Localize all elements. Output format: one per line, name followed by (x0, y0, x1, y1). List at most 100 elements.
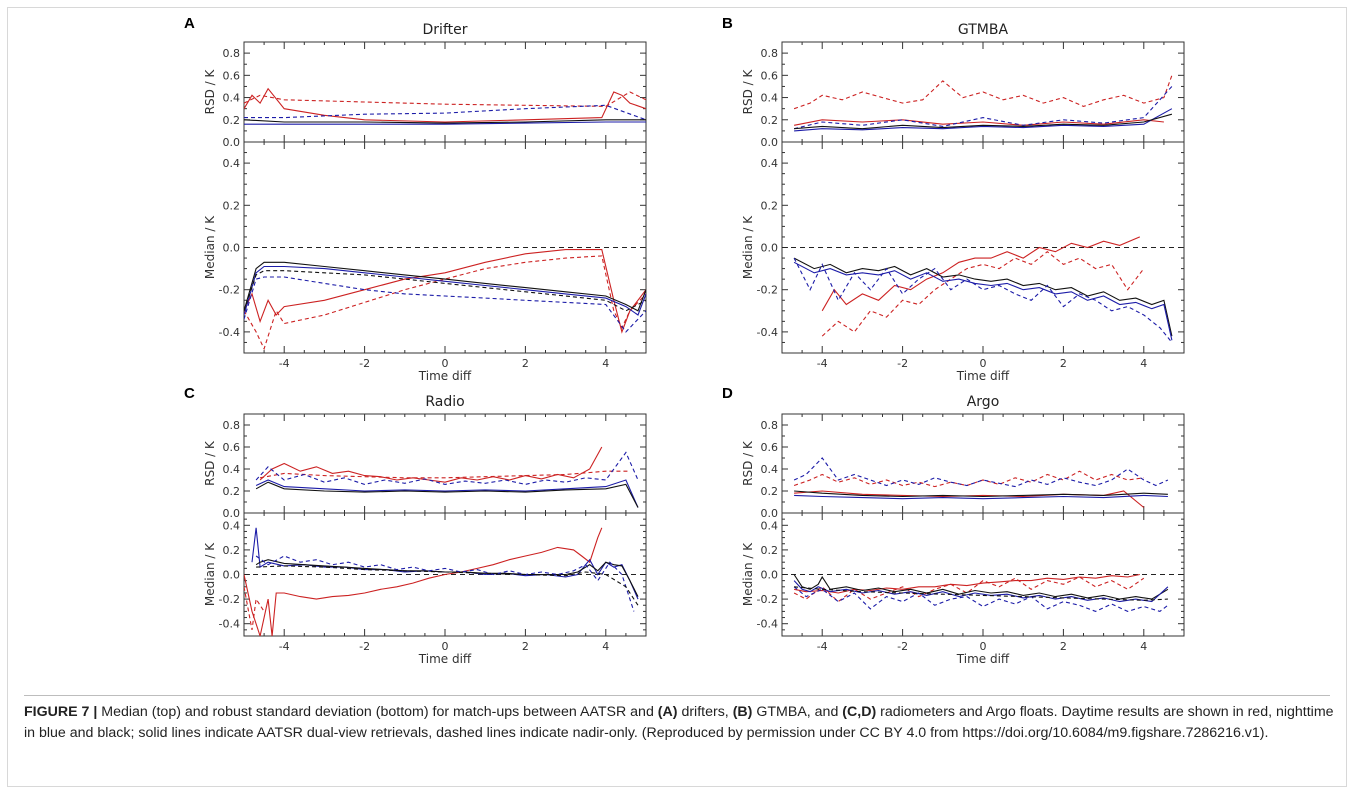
panel-a-xtick-label: -2 (359, 357, 370, 370)
panel-b-top-ytick-label: 0.8 (761, 47, 779, 60)
caption-run-6: radiometers and Argo floats. Daytime res… (24, 704, 1334, 741)
panel-d-xtick-label: -2 (897, 640, 908, 653)
panel-b-bottom-series-black-solid (793, 257, 1173, 337)
panel-a-bottom-series-blue-solid (244, 265, 646, 316)
panel-d-top-series-blue-solid (794, 494, 1168, 500)
panel-a-letter: A (184, 15, 195, 32)
panel-c-xtick-label: -4 (279, 640, 290, 653)
panel-d-top-ytick-label: 0.8 (761, 419, 779, 432)
panel-b-bottom-series-blue-solid (793, 261, 1173, 341)
panel-a-top-ytick-label: 0.4 (223, 92, 241, 105)
panel-a-top-ytick-label: 0.6 (223, 69, 241, 82)
caption-body: Median (top) and robust standard deviati… (24, 704, 1334, 741)
panel-c-bottom-series-blue-dashed (255, 555, 635, 612)
panel-b-xtick-label: -2 (897, 357, 908, 370)
panel-a-xtick-label: 4 (602, 357, 609, 370)
panel-c-bottom-series-red-solid (244, 527, 603, 636)
panel-c-top-series-red-solid (259, 446, 603, 483)
panel-d-top-series-red-solid (794, 490, 1145, 508)
panel-c-letter: C (184, 385, 195, 402)
panel-c-bottom-series-black-solid (255, 559, 639, 597)
panel-b-top-series-red-solid (793, 119, 1164, 126)
panel-a-xtick-label: -4 (279, 357, 290, 370)
panel-a-top-series-black-solid (244, 119, 646, 124)
panel-a-bottom-ytick-label: 0.2 (223, 199, 241, 212)
panel-a-top-ylabel: RSD / K (203, 69, 217, 115)
panel-c-top-ylabel: RSD / K (203, 440, 217, 486)
panel-c-top-ytick-label: 0.8 (223, 419, 241, 432)
panel-a-xtick-label: 2 (522, 357, 529, 370)
panel-d-top-ytick-label: 0.6 (761, 441, 779, 454)
panel-d-xtick-label: 2 (1060, 640, 1067, 653)
panel-b-top-ytick-label: 0.0 (761, 136, 779, 149)
figure-caption: FIGURE 7 | Median (top) and robust stand… (24, 702, 1334, 744)
panel-c-bottom-series-black-dashed (256, 565, 639, 606)
panel-d-title: Argo (967, 394, 1000, 410)
panel-d-top-series-red-dashed (793, 470, 1144, 488)
panel-b-bottom-series-red-solid (821, 236, 1141, 312)
figure-frame (7, 7, 1347, 787)
panel-a-bottom-ytick-label: -0.4 (219, 326, 240, 339)
panel-d-xtick-label: 0 (980, 640, 987, 653)
panel-b-bottom-ytick-label: -0.4 (757, 326, 778, 339)
panel-d-top-series-black-solid (794, 490, 1168, 498)
panel-c-xtick-label: -2 (359, 640, 370, 653)
panel-d-top-ylabel: RSD / K (741, 440, 755, 486)
panel-a-bottom-ytick-label: 0.0 (223, 242, 241, 255)
panel-c-top-ytick-label: 0.0 (223, 507, 241, 520)
panel-b-title: GTMBA (958, 22, 1009, 38)
panel-c-bottom-ylabel: Median / K (203, 542, 217, 606)
panel-b-top-ytick-label: 0.2 (761, 114, 779, 127)
panel-c-top-frame (243, 413, 647, 514)
panel-a-bottom-ytick-label: 0.4 (223, 157, 241, 170)
panel-b-bottom-ytick-label: 0.4 (761, 157, 779, 170)
panel-c-top-series-black-solid (255, 481, 639, 508)
caption-run-3: (B) (732, 704, 753, 720)
panel-c-title: Radio (425, 394, 464, 410)
panel-c-bottom-series-red-dashed (244, 586, 265, 631)
panel-a-bottom-ylabel: Median / K (203, 215, 217, 279)
panel-a-top-series-red-dashed (244, 91, 646, 107)
panel-c-bottom-series-blue-solid (251, 527, 639, 600)
panel-a-bottom-ytick-label: -0.2 (219, 284, 240, 297)
panel-b-xtick-label: 2 (1060, 357, 1067, 370)
panel-d-bottom-ytick-label: 0.4 (761, 519, 779, 532)
panel-b-xtick-label: 0 (980, 357, 987, 370)
panel-d-bottom-series-blue-solid (793, 580, 1169, 603)
panel-d-top-ytick-label: 0.4 (761, 463, 779, 476)
panel-b-xtick-label: -4 (817, 357, 828, 370)
panel-a-title: Drifter (423, 22, 468, 38)
panel-b-top-series-black-solid (794, 113, 1173, 130)
panel-b-top-series-red-dashed (793, 75, 1173, 110)
panel-c-bottom-ytick-label: 0.4 (223, 519, 241, 532)
panel-b-bottom-series-red-dashed (821, 250, 1145, 337)
panel-d-bottom-series-black-solid (793, 574, 1169, 600)
panel-a-top-frame (243, 41, 647, 143)
panel-c-bottom-ytick-label: -0.2 (219, 593, 240, 606)
panel-c-top-series-blue-dashed (255, 451, 639, 485)
panel-b-top-series-blue-solid (794, 108, 1173, 132)
panel-d-letter: D (722, 385, 733, 402)
panel-c-bottom-ytick-label: 0.2 (223, 544, 241, 557)
panel-c-top-ytick-label: 0.6 (223, 441, 241, 454)
panel-c-top-ytick-label: 0.2 (223, 485, 241, 498)
caption-run-0: Median (top) and robust standard deviati… (97, 704, 658, 720)
panel-c-top-ytick-label: 0.4 (223, 463, 241, 476)
panel-a-bottom-series-red-dashed (244, 255, 646, 351)
panel-d-bottom-series-red-solid (793, 573, 1140, 594)
panel-a-top-ytick-label: 0.0 (223, 136, 241, 149)
figure-panels: A Drifter -4 -2 0 2 4 Time diff 0.0 0.2 0.4 0.6 0.8 R… (184, 15, 1185, 666)
panel-d-bottom-ylabel: Median / K (741, 542, 755, 606)
panel-c-xtick-label: 4 (602, 640, 609, 653)
panel-d-bottom-series-blue-dashed (793, 586, 1169, 613)
panel-d-xtick-label: 4 (1140, 640, 1147, 653)
panel-b-bottom-ylabel: Median / K (741, 215, 755, 279)
caption-run-4: GTMBA, and (752, 704, 843, 720)
panel-d-bottom-ytick-label: -0.4 (757, 618, 778, 631)
panel-a-xtick-label: 0 (442, 357, 449, 370)
panel-a-bottom-series-black-dashed (244, 270, 646, 312)
panel-b-top-series-blue-dashed (793, 86, 1173, 130)
caption-divider (24, 695, 1330, 696)
panel-a-bottom-series-red-solid (244, 249, 646, 334)
panel-b-xtick-label: 4 (1140, 357, 1147, 370)
